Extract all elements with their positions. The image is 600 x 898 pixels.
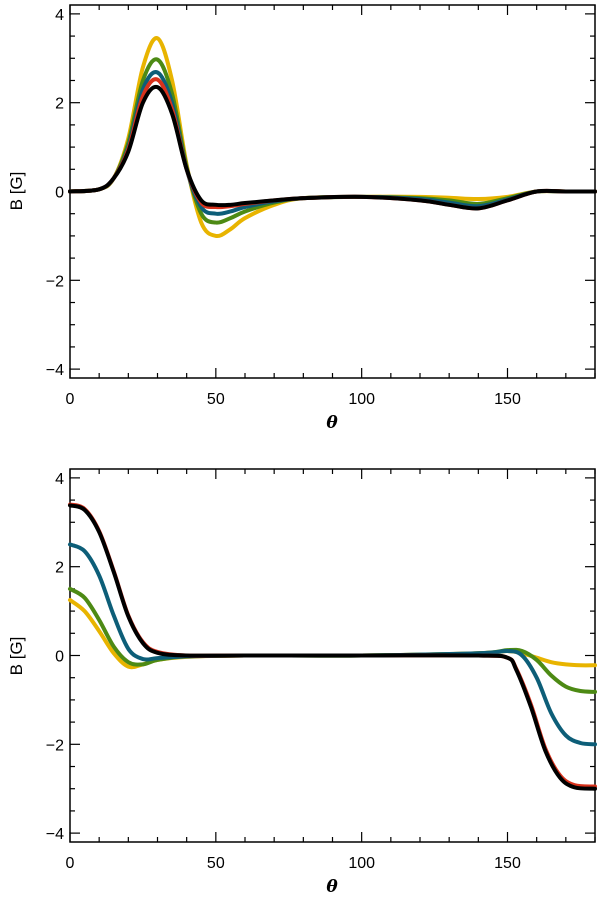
top-ticks [69,5,596,378]
top-x-tick-label: 0 [66,391,75,408]
top-x-tick-label: 150 [494,391,521,408]
top-y-tick-label: 2 [55,96,64,113]
top-curves [68,36,597,239]
bottom-y-tick-label: 4 [55,471,64,488]
top-y-axis-label: B [G] [7,172,26,211]
bottom-y-tick-label: 0 [55,649,64,666]
bottom-series-red [68,502,597,789]
bottom-y-tick-label: 2 [55,560,64,577]
top-y-tick-label: −2 [46,273,64,290]
top-series-black [68,84,597,211]
top-x-axis-label: θ [326,413,338,433]
bottom-y-tick-label: −4 [46,826,64,843]
bottom-curves [68,502,597,791]
top-series-red [68,77,597,211]
top-x-tick-label: 50 [207,391,225,408]
top-panel: 0 50 100 150 −4 −2 0 2 4 B [G] θ [7,4,597,433]
bottom-x-axis-label: θ [326,877,338,897]
bottom-x-tick-label: 0 [66,855,75,872]
top-y-tick-label: 0 [55,185,64,202]
bottom-y-tick-label: −2 [46,737,64,754]
bottom-panel: 0 50 100 150 −4 −2 0 2 4 B [G] θ [7,468,597,897]
top-plot-frame [69,4,596,379]
top-tick-labels: 0 50 100 150 −4 −2 0 2 4 [46,7,521,408]
top-x-tick-label: 100 [348,391,375,408]
bottom-x-tick-label: 100 [348,855,375,872]
bottom-x-tick-label: 150 [494,855,521,872]
top-y-tick-label: −4 [46,362,64,379]
bottom-x-tick-label: 50 [207,855,225,872]
bottom-y-axis-label: B [G] [7,637,26,676]
bottom-series-teal [68,542,597,747]
bottom-series-green [68,586,597,694]
top-y-tick-label: 4 [55,7,64,24]
bottom-tick-labels: 0 50 100 150 −4 −2 0 2 4 [46,471,521,872]
bottom-series-black [68,503,597,791]
